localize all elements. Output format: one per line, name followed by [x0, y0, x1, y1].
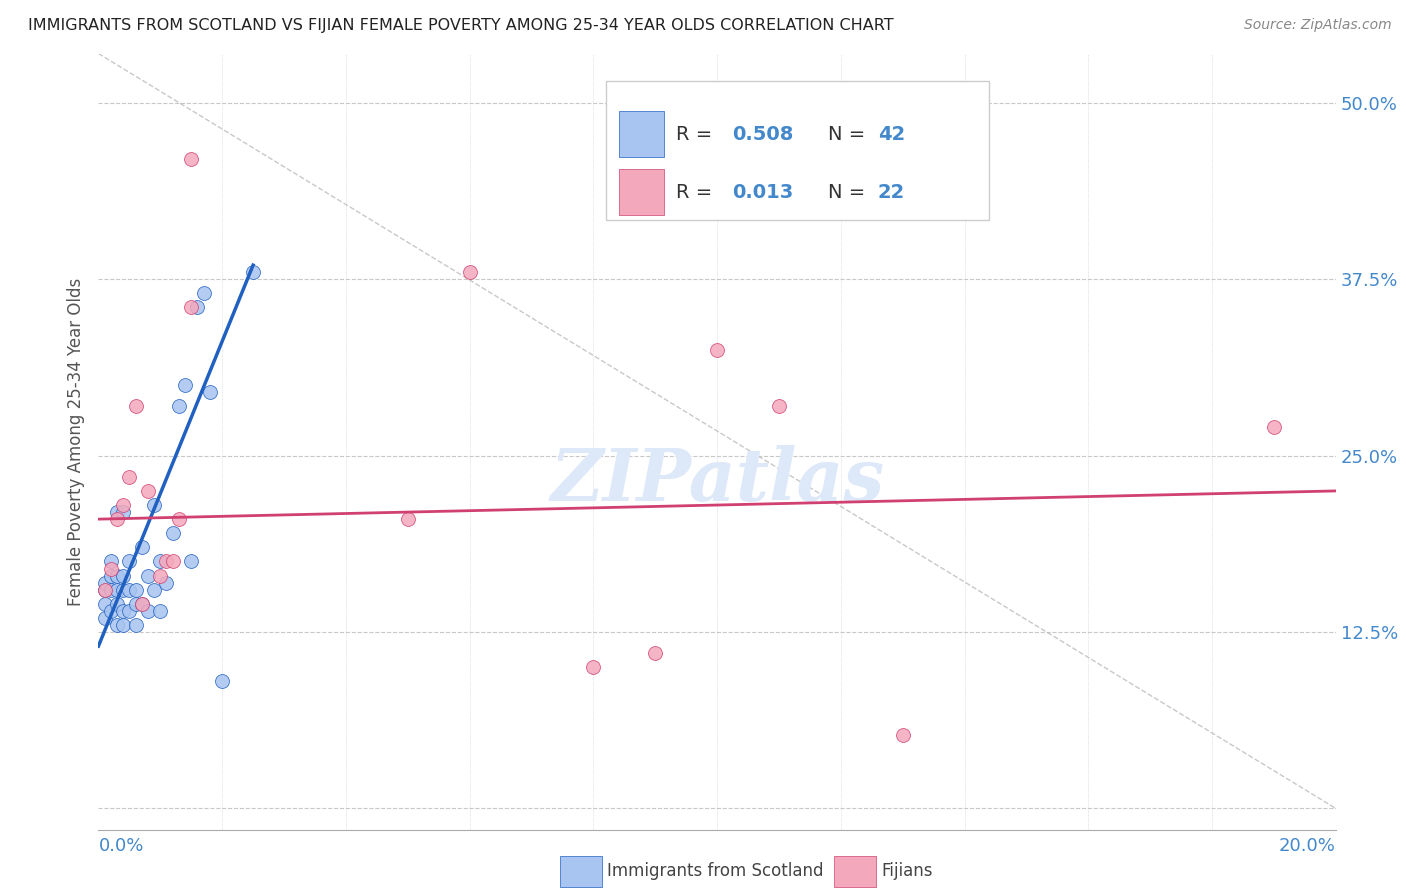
Point — [136, 483, 159, 498]
Point — [396, 512, 419, 526]
Point — [93, 611, 115, 625]
Text: Immigrants from Scotland: Immigrants from Scotland — [607, 863, 824, 880]
Point — [112, 498, 135, 512]
Text: 0.508: 0.508 — [733, 125, 793, 144]
Text: N =: N = — [828, 125, 872, 144]
Point — [180, 301, 202, 315]
Point — [211, 674, 233, 689]
FancyBboxPatch shape — [606, 80, 990, 220]
Point — [136, 568, 159, 582]
Point — [1263, 420, 1285, 434]
Text: Fijians: Fijians — [882, 863, 934, 880]
Y-axis label: Female Poverty Among 25-34 Year Olds: Female Poverty Among 25-34 Year Olds — [66, 277, 84, 606]
Point — [136, 604, 159, 618]
Point — [149, 554, 172, 568]
Point — [706, 343, 728, 357]
Text: ZIPatlas: ZIPatlas — [550, 445, 884, 516]
Point — [143, 582, 166, 597]
Point — [118, 604, 141, 618]
Point — [458, 265, 481, 279]
FancyBboxPatch shape — [619, 169, 664, 215]
Point — [100, 568, 122, 582]
Point — [112, 568, 135, 582]
Point — [167, 512, 190, 526]
Text: R =: R = — [676, 125, 718, 144]
Point — [118, 470, 141, 484]
Point — [174, 378, 197, 392]
Text: 22: 22 — [877, 183, 905, 202]
Point — [105, 505, 128, 519]
Point — [198, 385, 221, 400]
Text: 0.013: 0.013 — [733, 183, 793, 202]
Point — [644, 646, 666, 660]
Point — [105, 512, 128, 526]
Point — [180, 554, 202, 568]
Point — [149, 604, 172, 618]
Point — [112, 505, 135, 519]
Point — [93, 575, 115, 590]
Point — [162, 526, 184, 541]
Point — [112, 582, 135, 597]
Point — [93, 582, 115, 597]
Point — [118, 554, 141, 568]
Point — [131, 597, 153, 611]
Point — [180, 153, 202, 167]
Point — [105, 582, 128, 597]
Point — [186, 301, 208, 315]
Point — [193, 286, 215, 301]
Point — [124, 597, 146, 611]
Point — [891, 728, 914, 742]
Point — [105, 597, 128, 611]
Point — [100, 604, 122, 618]
Text: IMMIGRANTS FROM SCOTLAND VS FIJIAN FEMALE POVERTY AMONG 25-34 YEAR OLDS CORRELAT: IMMIGRANTS FROM SCOTLAND VS FIJIAN FEMAL… — [28, 18, 894, 33]
Point — [124, 399, 146, 413]
Text: 42: 42 — [877, 125, 905, 144]
Point — [105, 568, 128, 582]
Point — [582, 660, 605, 674]
Text: 20.0%: 20.0% — [1279, 837, 1336, 855]
Point — [100, 554, 122, 568]
Point — [149, 568, 172, 582]
Point — [167, 399, 190, 413]
Text: N =: N = — [828, 183, 872, 202]
Point — [143, 498, 166, 512]
Point — [112, 604, 135, 618]
Point — [242, 265, 264, 279]
Point — [155, 575, 177, 590]
Point — [105, 618, 128, 632]
Point — [131, 541, 153, 555]
Point — [118, 582, 141, 597]
Point — [100, 582, 122, 597]
Point — [124, 582, 146, 597]
Text: Source: ZipAtlas.com: Source: ZipAtlas.com — [1244, 18, 1392, 32]
Text: R =: R = — [676, 183, 725, 202]
Text: 0.0%: 0.0% — [98, 837, 143, 855]
Point — [100, 561, 122, 575]
Point — [155, 554, 177, 568]
Point — [131, 597, 153, 611]
Point — [93, 597, 115, 611]
Point — [162, 554, 184, 568]
Point — [93, 582, 115, 597]
Point — [124, 618, 146, 632]
Point — [112, 618, 135, 632]
FancyBboxPatch shape — [619, 112, 664, 157]
Point — [768, 399, 790, 413]
